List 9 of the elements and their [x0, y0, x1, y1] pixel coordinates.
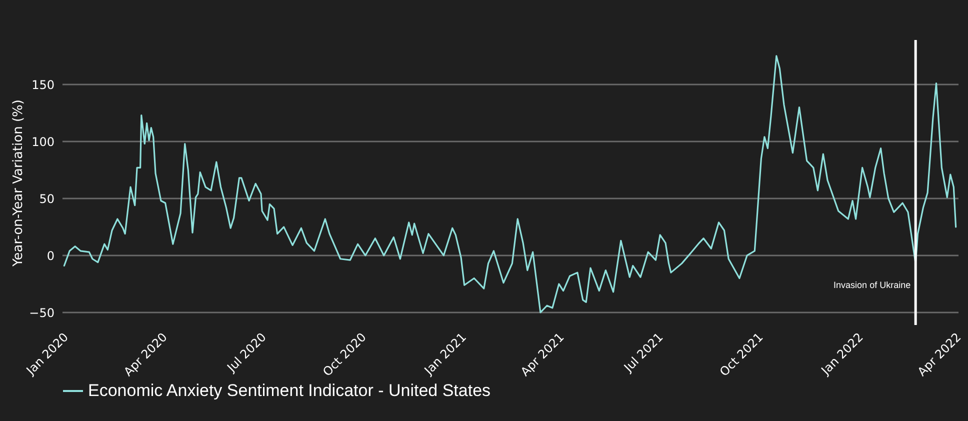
- y-tick-label: 0: [46, 248, 54, 263]
- ref-line-label: Invasion of Ukraine: [834, 280, 911, 290]
- y-axis-title: Year-on-Year Variation (%): [11, 100, 26, 268]
- y-tick-label: 150: [32, 78, 54, 92]
- y-tick-label: −50: [29, 306, 54, 320]
- y-tick-label: 50: [39, 192, 54, 206]
- y-tick-label: 100: [32, 134, 54, 149]
- line-series: [63, 55, 957, 314]
- legend-label: Economic Anxiety Sentiment Indicator - United States: [88, 381, 491, 400]
